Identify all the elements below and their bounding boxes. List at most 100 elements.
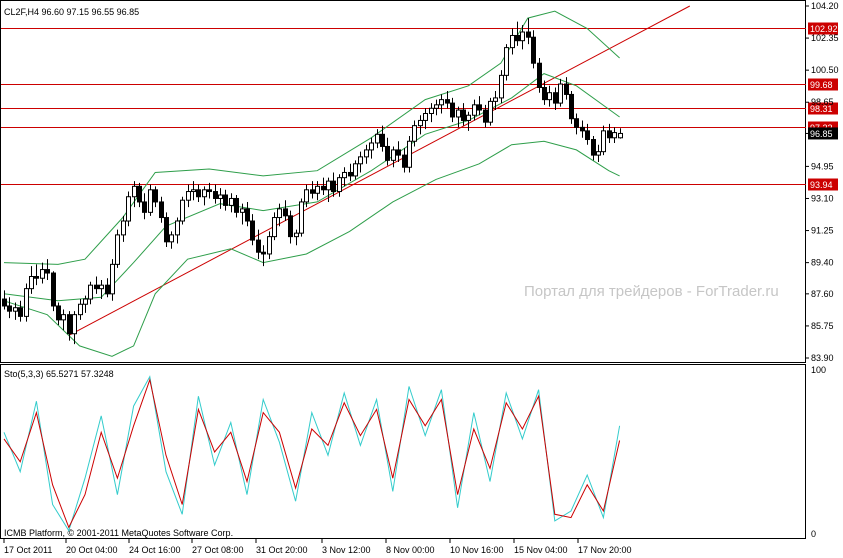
current-price-box (808, 127, 838, 140)
candle-body-bull (596, 151, 601, 156)
stochastic-lines (3, 375, 621, 532)
candle (526, 18, 531, 45)
candle-body-bear (153, 189, 158, 203)
candle (186, 184, 191, 208)
candle (439, 94, 444, 114)
candle-body-bear (531, 36, 536, 64)
candle-body-bull (418, 119, 423, 127)
candle-body-bull (510, 34, 515, 49)
candle (240, 203, 245, 225)
candle-body-bear (569, 93, 574, 120)
level-label-box (808, 22, 838, 35)
candle (375, 129, 380, 149)
candle-body-bear (51, 272, 56, 307)
candle (115, 229, 120, 268)
candle (429, 103, 434, 123)
stochastic-title: Sto(5,3,3) 65.5271 57.3248 (4, 369, 114, 379)
candle-body-bull (126, 196, 131, 222)
candle-body-bull (618, 132, 623, 139)
candle-body-bear (213, 191, 218, 199)
candle-body-bull (364, 149, 369, 158)
candle (596, 144, 601, 163)
candle-body-bull (88, 284, 93, 300)
candle (88, 281, 93, 305)
candle (159, 196, 164, 223)
candle-body-bear (348, 171, 353, 177)
price-tick-label: 100.50 (811, 65, 839, 75)
time-tick-label: 8 Nov 00:00 (386, 545, 435, 555)
candle (531, 30, 536, 69)
candle-body-bull (169, 234, 174, 243)
candle (564, 77, 569, 100)
candle (142, 193, 147, 220)
candle (13, 302, 18, 320)
candle-body-bull (466, 114, 471, 121)
candle (601, 125, 606, 156)
candle (396, 141, 401, 163)
candle-body-bull (504, 47, 509, 76)
candle (591, 136, 596, 161)
candle-body-bull (304, 189, 309, 203)
candle-body-bull (175, 220, 180, 236)
candle-body-bull (391, 149, 396, 161)
candle (450, 97, 455, 123)
candle-body-bull (337, 177, 342, 193)
candle-body-bear (256, 239, 261, 253)
time-tick-label: 17 Nov 20:00 (578, 545, 632, 555)
candle-body-bull (547, 92, 552, 101)
candle (2, 290, 7, 310)
candle-body-bull (115, 234, 120, 265)
candle (169, 231, 174, 249)
candle (299, 198, 304, 237)
candle (348, 163, 353, 182)
current-price-label: 96.85 (810, 129, 833, 139)
candle-body-bull (148, 189, 153, 213)
candle-body-bear (331, 180, 336, 193)
candle (418, 115, 423, 135)
time-tick-label: 15 Nov 04:00 (514, 545, 568, 555)
candle (34, 264, 39, 286)
candle (67, 311, 72, 341)
candle (466, 111, 471, 131)
candle (488, 97, 493, 126)
candle (7, 297, 12, 319)
level-label: 93.94 (810, 180, 833, 190)
candle (51, 271, 56, 312)
candle-body-bear (450, 102, 455, 118)
candle (331, 172, 336, 197)
candle-body-bull (240, 208, 245, 213)
candle-body-bear (585, 130, 590, 141)
price-tick-label: 85.75 (811, 321, 834, 331)
candle (283, 200, 288, 222)
level-label: 102.92 (810, 24, 838, 34)
candle (353, 160, 358, 180)
candle-body-bull (72, 314, 77, 335)
candle-body-bull (412, 125, 417, 142)
candle-body-bull (353, 163, 358, 177)
candle (510, 28, 515, 55)
time-axis: 17 Oct 2011 20 Oct 04:00 24 Oct 16:00 27 Oc… (3, 539, 632, 555)
candle-body-bear (137, 185, 142, 203)
candle (558, 78, 563, 107)
candle (547, 85, 552, 107)
symbol-header: CL2F,H4 96.60 97.15 96.55 96.85 (4, 7, 139, 17)
candle (94, 276, 99, 294)
candle (288, 210, 293, 244)
candle (83, 295, 88, 313)
candle (412, 120, 417, 147)
candle-body-bull (558, 83, 563, 104)
price-tick-label: 102.35 (811, 33, 839, 43)
price-tick-label: 104.20 (811, 1, 839, 11)
candle-body-bear (245, 208, 250, 222)
candle-body-bear (56, 305, 61, 321)
candle-body-bull (110, 263, 115, 295)
candle-body-bear (402, 154, 407, 168)
candle (380, 125, 385, 152)
candle (250, 214, 255, 246)
price-tick-label: 93.10 (811, 193, 834, 203)
candle (223, 189, 228, 211)
candle (18, 300, 23, 322)
candle-body-bear (283, 208, 288, 217)
